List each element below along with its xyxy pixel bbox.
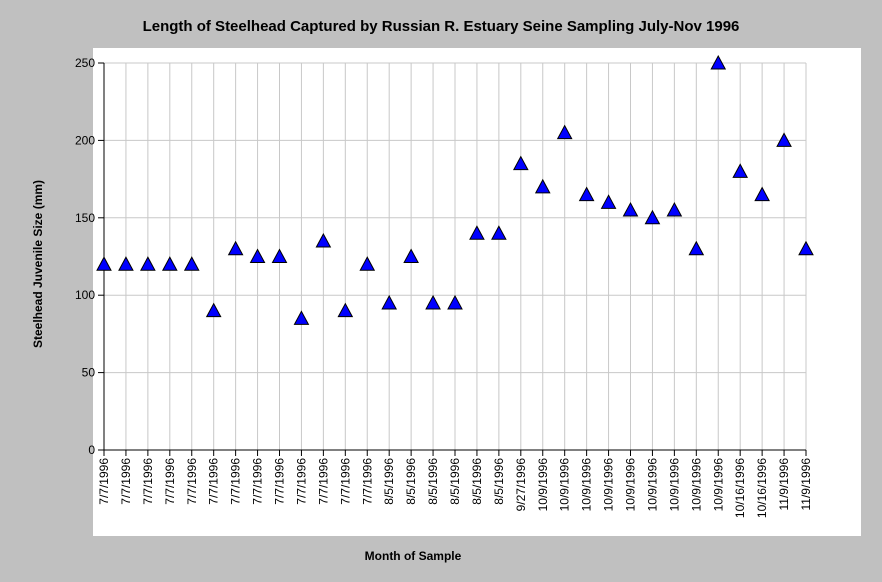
data-point xyxy=(578,186,595,202)
x-tick-label: 7/7/1996 xyxy=(163,458,177,505)
y-tick-label: 150 xyxy=(75,211,95,225)
data-point xyxy=(425,294,441,310)
x-tick-label: 8/5/1996 xyxy=(492,458,506,505)
y-axis-label: Steelhead Juvenile Size (mm) xyxy=(31,179,45,349)
x-tick-label: 8/5/1996 xyxy=(448,458,462,505)
y-tick-label: 200 xyxy=(75,133,95,147)
data-point xyxy=(688,240,705,256)
y-tick-label: 250 xyxy=(75,56,95,70)
data-point xyxy=(337,302,354,318)
data-point xyxy=(293,310,310,325)
x-tick-label: 10/16/1996 xyxy=(755,458,769,518)
data-point xyxy=(403,248,419,263)
y-tick-label: 0 xyxy=(88,443,95,457)
x-tick-label: 10/9/1996 xyxy=(645,458,659,512)
x-tick-label: 8/5/1996 xyxy=(426,458,440,505)
data-point xyxy=(183,256,200,271)
data-point xyxy=(315,232,332,248)
x-tick-label: 10/16/1996 xyxy=(733,458,747,518)
x-tick-label: 10/9/1996 xyxy=(667,458,681,512)
data-point xyxy=(249,248,266,263)
x-tick-label: 10/9/1996 xyxy=(558,458,572,512)
x-tick-label: 8/5/1996 xyxy=(382,458,396,505)
data-point xyxy=(227,240,244,256)
x-tick-label: 8/5/1996 xyxy=(404,458,418,505)
x-tick-label: 7/7/1996 xyxy=(294,458,308,505)
data-point xyxy=(205,302,222,318)
data-point xyxy=(710,54,727,70)
y-tick-label: 50 xyxy=(82,366,96,380)
data-point xyxy=(776,132,792,147)
x-tick-label: 7/7/1996 xyxy=(207,458,221,505)
data-point xyxy=(381,294,398,310)
x-tick-label: 7/7/1996 xyxy=(338,458,352,505)
data-point xyxy=(534,178,551,194)
data-point xyxy=(798,240,814,256)
x-tick-label: 7/7/1996 xyxy=(273,458,287,505)
x-tick-label: 7/7/1996 xyxy=(229,458,243,505)
x-axis-label: Month of Sample xyxy=(364,549,462,563)
x-tick-label: 7/7/1996 xyxy=(360,458,374,505)
x-tick-label: 10/9/1996 xyxy=(536,458,550,512)
x-tick-label: 7/7/1996 xyxy=(119,458,133,505)
x-tick-label: 7/7/1996 xyxy=(316,458,330,505)
y-tick-label: 100 xyxy=(75,288,95,302)
data-point xyxy=(359,256,376,271)
data-point xyxy=(271,248,288,263)
x-tick-label: 10/9/1996 xyxy=(580,458,594,512)
x-tick-label: 7/7/1996 xyxy=(97,458,111,505)
x-tick-label: 8/5/1996 xyxy=(470,458,484,505)
x-tick-label: 10/9/1996 xyxy=(711,458,725,512)
x-tick-label: 11/9/1996 xyxy=(777,458,791,511)
x-tick-label: 10/9/1996 xyxy=(624,458,638,512)
x-tick-label: 10/9/1996 xyxy=(689,458,703,512)
data-point xyxy=(161,256,178,271)
x-tick-label: 11/9/1996 xyxy=(799,458,813,511)
x-tick-label: 9/27/1996 xyxy=(514,458,528,512)
x-tick-label: 7/7/1996 xyxy=(185,458,199,505)
data-point xyxy=(118,256,134,271)
data-point xyxy=(556,124,573,140)
data-point xyxy=(96,256,112,271)
data-point xyxy=(754,186,770,202)
data-point xyxy=(622,202,639,217)
data-point xyxy=(512,155,529,171)
x-tick-label: 7/7/1996 xyxy=(251,458,265,505)
data-point xyxy=(732,163,749,178)
x-tick-label: 10/9/1996 xyxy=(602,458,616,512)
data-point xyxy=(140,256,156,271)
data-point xyxy=(600,194,617,209)
data-point xyxy=(447,294,463,310)
chart-title: Length of Steelhead Captured by Russian … xyxy=(142,18,740,35)
x-tick-label: 7/7/1996 xyxy=(141,458,155,505)
data-point xyxy=(491,225,507,240)
data-point xyxy=(644,209,661,225)
data-point xyxy=(666,202,683,217)
data-point xyxy=(469,225,485,240)
